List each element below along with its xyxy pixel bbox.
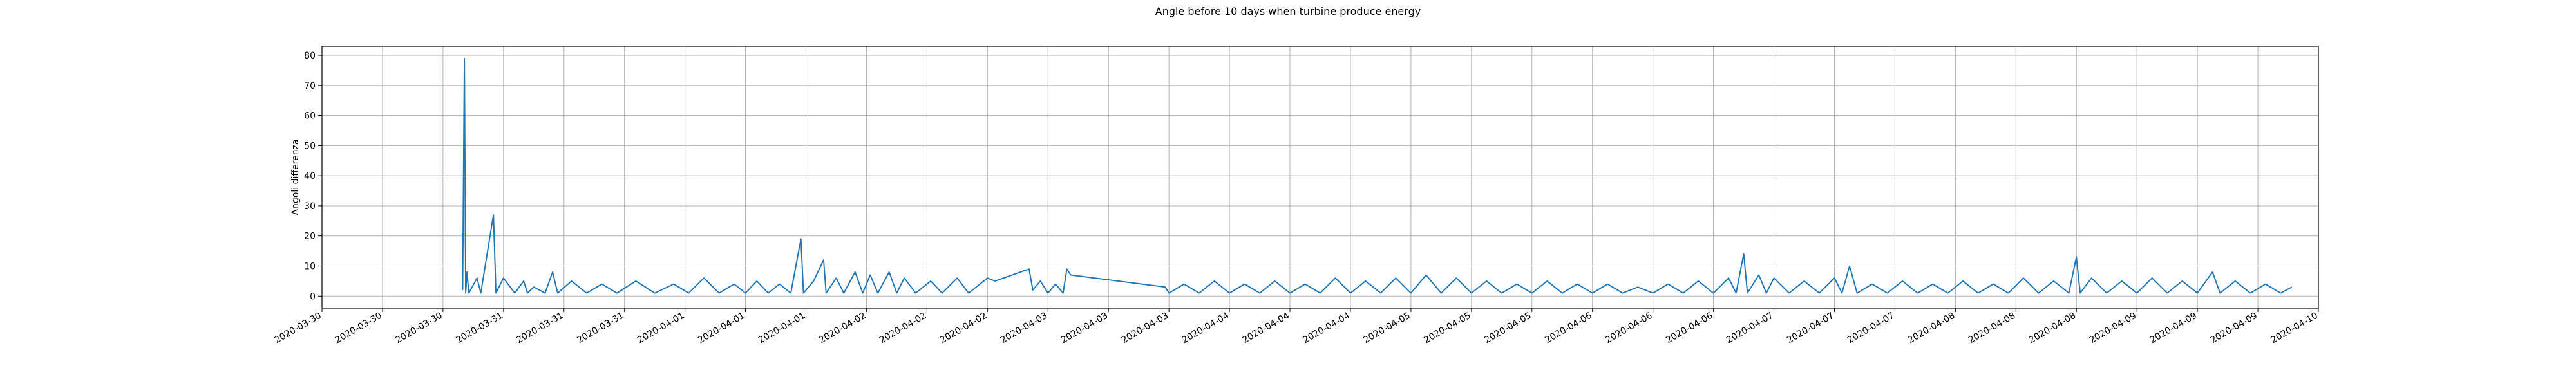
x-tick-label: 2020-03-30 bbox=[273, 311, 323, 346]
x-tick-label: 2020-04-08 bbox=[2027, 311, 2078, 346]
x-tick-label: 2020-03-31 bbox=[454, 311, 504, 346]
y-tick-label: 40 bbox=[304, 171, 316, 181]
x-tick-label: 2020-04-03 bbox=[999, 311, 1049, 346]
x-tick-label: 2020-04-03 bbox=[1059, 311, 1110, 346]
x-tick-label: 2020-04-07 bbox=[1846, 311, 1896, 346]
y-tick-label: 30 bbox=[304, 201, 316, 212]
x-tick-label: 2020-03-31 bbox=[515, 311, 565, 346]
x-tick-label: 2020-04-06 bbox=[1604, 311, 1654, 346]
x-tick-label: 2020-04-02 bbox=[938, 311, 989, 346]
x-tick-label: 2020-04-01 bbox=[636, 311, 686, 346]
x-tick-label: 2020-03-31 bbox=[575, 311, 625, 346]
x-tick-label: 2020-04-06 bbox=[1543, 311, 1594, 346]
x-tick-label: 2020-03-30 bbox=[393, 311, 444, 346]
axes-frame bbox=[321, 46, 2319, 309]
y-tick-label: 50 bbox=[304, 141, 316, 151]
plot-area bbox=[322, 46, 2318, 308]
x-tick-label: 2020-04-01 bbox=[696, 311, 746, 346]
y-tick-label: 10 bbox=[304, 262, 316, 272]
x-tick-label: 2020-04-02 bbox=[878, 311, 928, 346]
y-tick-label: 20 bbox=[304, 232, 316, 242]
x-tick-label: 2020-04-05 bbox=[1482, 311, 1533, 346]
x-tick-label: 2020-04-01 bbox=[757, 311, 807, 346]
chart-title: Angle before 10 days when turbine produc… bbox=[1155, 5, 1421, 17]
x-tick-label: 2020-04-09 bbox=[2088, 311, 2138, 346]
x-tick-label: 2020-04-08 bbox=[1967, 311, 2017, 346]
y-axis-label: Angoli differenza bbox=[290, 139, 301, 215]
x-tick-label: 2020-04-10 bbox=[2269, 311, 2320, 346]
x-tick-label: 2020-04-09 bbox=[2148, 311, 2199, 346]
x-tick-label: 2020-04-09 bbox=[2209, 311, 2259, 346]
x-tick-label: 2020-04-04 bbox=[1180, 311, 1231, 346]
x-tick-label: 2020-04-07 bbox=[1725, 311, 1775, 346]
y-tick-label: 60 bbox=[304, 111, 316, 122]
x-tick-label: 2020-04-04 bbox=[1241, 311, 1292, 346]
x-tick-label: 2020-04-02 bbox=[817, 311, 867, 346]
y-tick-label: 0 bbox=[310, 291, 316, 302]
x-tick-label: 2020-03-30 bbox=[333, 311, 383, 346]
x-tick-label: 2020-04-08 bbox=[1906, 311, 1956, 346]
x-tick-label: 2020-04-05 bbox=[1361, 311, 1412, 346]
x-tick-label: 2020-04-07 bbox=[1785, 311, 1835, 346]
y-tick-label: 70 bbox=[304, 81, 316, 91]
x-tick-label: 2020-04-03 bbox=[1120, 311, 1170, 346]
x-tick-label: 2020-04-04 bbox=[1301, 311, 1352, 346]
series-line bbox=[462, 57, 2293, 294]
x-tick-label: 2020-04-05 bbox=[1422, 311, 1472, 346]
x-tick-label: 2020-04-06 bbox=[1664, 311, 1715, 346]
y-tick-label: 80 bbox=[304, 51, 316, 61]
